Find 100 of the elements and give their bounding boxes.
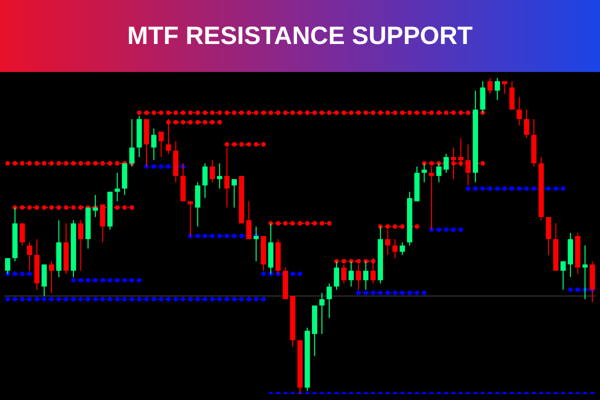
point xyxy=(42,161,46,166)
point xyxy=(400,110,405,116)
point xyxy=(108,161,112,166)
point xyxy=(34,205,40,210)
point xyxy=(173,120,178,125)
point xyxy=(466,186,470,191)
candlestick xyxy=(5,258,10,274)
candlestick xyxy=(42,264,47,297)
point xyxy=(210,296,215,302)
point xyxy=(342,258,346,264)
point xyxy=(488,186,492,191)
point xyxy=(451,227,456,232)
point xyxy=(64,205,68,210)
point xyxy=(152,110,156,116)
point xyxy=(290,221,295,226)
point xyxy=(100,296,105,302)
point xyxy=(71,161,76,166)
point xyxy=(64,161,68,166)
point xyxy=(108,278,112,283)
point xyxy=(100,161,105,166)
candlestick xyxy=(26,242,32,272)
candlestick xyxy=(334,260,340,290)
point xyxy=(326,110,332,116)
point xyxy=(152,296,156,302)
point xyxy=(370,290,376,296)
point xyxy=(78,278,84,283)
point xyxy=(429,161,434,166)
point xyxy=(42,296,46,302)
point xyxy=(34,296,40,302)
point xyxy=(436,110,442,116)
point xyxy=(224,296,230,302)
point xyxy=(49,205,54,210)
point xyxy=(202,296,208,302)
point xyxy=(261,272,266,276)
point xyxy=(49,161,54,166)
point xyxy=(232,110,237,116)
point xyxy=(144,110,149,116)
point xyxy=(34,161,40,166)
point xyxy=(502,186,507,191)
point xyxy=(49,296,54,302)
candlestick xyxy=(516,96,522,126)
point xyxy=(217,234,222,238)
candlestick xyxy=(48,260,54,294)
point xyxy=(232,234,237,238)
point xyxy=(554,186,558,191)
candlestick xyxy=(480,80,486,114)
point xyxy=(188,120,193,125)
point xyxy=(422,110,427,116)
point xyxy=(202,120,208,125)
point xyxy=(136,110,142,116)
point xyxy=(210,234,215,238)
point xyxy=(71,278,76,283)
point xyxy=(312,221,317,226)
point xyxy=(217,110,222,116)
point xyxy=(210,110,215,116)
point xyxy=(290,272,295,276)
point xyxy=(342,110,346,116)
candlestick xyxy=(151,128,156,161)
point xyxy=(122,278,127,283)
point xyxy=(202,234,208,238)
point xyxy=(239,234,244,238)
point xyxy=(495,186,500,191)
point xyxy=(173,296,178,302)
point xyxy=(414,110,420,116)
point xyxy=(20,296,25,302)
point xyxy=(356,110,361,116)
point xyxy=(480,161,486,166)
point xyxy=(5,296,10,302)
candlestick xyxy=(20,222,25,246)
candlestick xyxy=(348,260,354,288)
candlestick xyxy=(487,78,493,94)
point xyxy=(166,296,171,302)
point xyxy=(370,110,376,116)
point xyxy=(422,290,427,296)
point xyxy=(305,221,310,226)
point xyxy=(224,142,230,147)
point xyxy=(451,110,456,116)
point xyxy=(320,221,324,226)
point xyxy=(298,110,302,116)
point xyxy=(239,110,244,116)
point xyxy=(158,164,164,169)
candlestick xyxy=(392,238,398,259)
point xyxy=(276,110,280,116)
point xyxy=(363,110,368,116)
point xyxy=(320,110,324,116)
point xyxy=(239,142,244,147)
point xyxy=(27,296,32,302)
candlestick xyxy=(326,282,332,319)
point xyxy=(298,221,302,226)
point xyxy=(261,142,266,147)
point xyxy=(385,110,390,116)
point xyxy=(108,296,112,302)
point xyxy=(246,142,252,147)
point xyxy=(56,296,62,302)
point xyxy=(407,290,412,296)
point xyxy=(436,227,442,232)
point xyxy=(56,161,62,166)
point xyxy=(130,205,134,210)
point xyxy=(20,205,25,210)
point xyxy=(392,224,398,229)
